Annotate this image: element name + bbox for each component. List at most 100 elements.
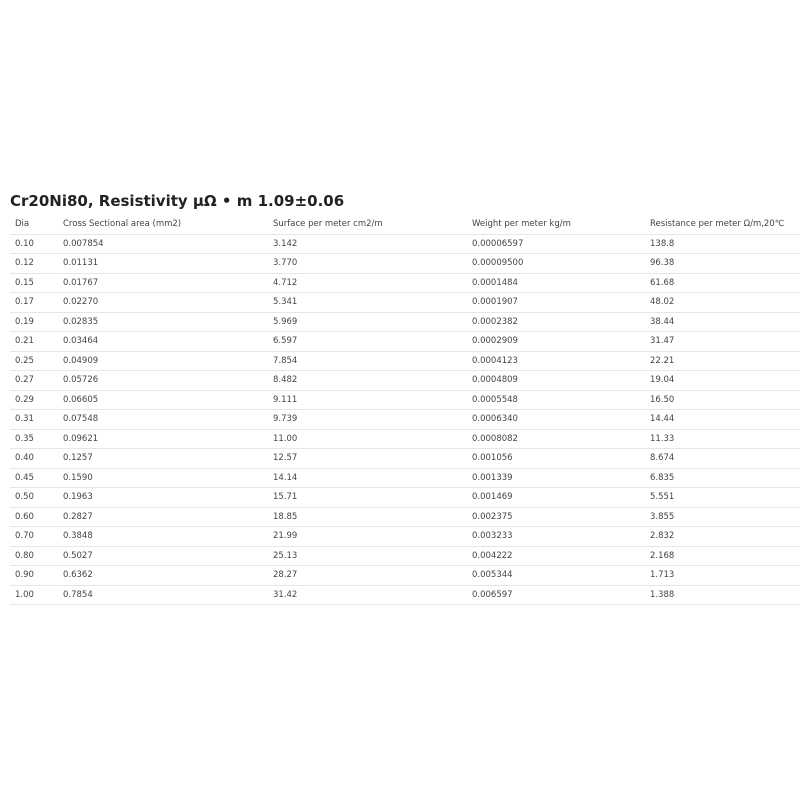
table-row: 0.70 0.3848 21.99 0.003233 2.832 bbox=[10, 527, 800, 547]
table-cell: 9.739 bbox=[273, 414, 298, 424]
header-cell: Cross Sectional area (mm2) bbox=[63, 219, 182, 229]
table-cell: 0.04909 bbox=[63, 355, 99, 366]
table-cell: 15.71 bbox=[273, 492, 298, 502]
table-cell: 0.3848 bbox=[63, 531, 93, 541]
table-cell: 0.01131 bbox=[63, 258, 99, 268]
table-cell: 0.0008082 bbox=[472, 433, 518, 444]
table-cell: 1.00 bbox=[15, 589, 34, 600]
table-cell: 0.21 bbox=[15, 336, 34, 346]
table-cell: 0.1590 bbox=[63, 472, 93, 483]
table-cell: 0.05726 bbox=[63, 375, 99, 385]
table-cell: 1.713 bbox=[650, 570, 675, 580]
table-cell: 25.13 bbox=[273, 550, 298, 561]
data-table: Dia Cross Sectional area (mm2) Surface per… bbox=[10, 215, 800, 605]
table-cell: 22.21 bbox=[650, 355, 675, 366]
header-cell: Surface per meter cm2/m bbox=[273, 219, 383, 229]
table-cell: 61.68 bbox=[650, 277, 675, 288]
table-cell: 6.835 bbox=[650, 472, 675, 483]
table-cell: 0.004222 bbox=[472, 550, 513, 561]
table-cell: 0.01767 bbox=[63, 277, 99, 288]
table-cell: 0.1963 bbox=[63, 492, 93, 502]
table-cell: 31.47 bbox=[650, 336, 675, 346]
table-cell: 3.855 bbox=[650, 511, 675, 522]
table-cell: 0.09621 bbox=[63, 433, 99, 444]
table-row: 0.21 0.03464 6.597 0.0002909 31.47 bbox=[10, 332, 800, 352]
table-cell: 0.10 bbox=[15, 238, 34, 249]
table-cell: 0.002375 bbox=[472, 511, 513, 522]
table-row: 0.10 0.007854 3.142 0.00006597 138.8 bbox=[10, 235, 800, 254]
table-cell: 0.003233 bbox=[472, 531, 513, 541]
table-cell: 0.6362 bbox=[63, 570, 93, 580]
table-row: 0.80 0.5027 25.13 0.004222 2.168 bbox=[10, 547, 800, 566]
table-cell: 48.02 bbox=[650, 297, 675, 307]
table-cell: 38.44 bbox=[650, 316, 675, 327]
table-cell: 3.770 bbox=[273, 258, 298, 268]
table-row: 0.45 0.1590 14.14 0.001339 6.835 bbox=[10, 469, 800, 488]
table-cell: 0.02270 bbox=[63, 297, 99, 307]
table-cell: 7.854 bbox=[273, 355, 298, 366]
table-cell: 0.27 bbox=[15, 375, 34, 385]
table-cell: 0.35 bbox=[15, 433, 34, 444]
table-cell: 0.0005548 bbox=[472, 394, 518, 405]
header-cell: Dia bbox=[15, 219, 30, 229]
table-cell: 0.17 bbox=[15, 297, 34, 307]
table-row: 0.17 0.02270 5.341 0.0001907 48.02 bbox=[10, 293, 800, 313]
table-row: 1.00 0.7854 31.42 0.006597 1.388 bbox=[10, 586, 800, 605]
table-row: 0.90 0.6362 28.27 0.005344 1.713 bbox=[10, 566, 800, 586]
header-cell: Resistance per meter Ω/m,20℃ bbox=[650, 219, 785, 229]
table-cell: 3.142 bbox=[273, 238, 298, 249]
table-cell: 12.57 bbox=[273, 453, 298, 463]
table-cell: 2.832 bbox=[650, 531, 675, 541]
table-cell: 0.90 bbox=[15, 570, 34, 580]
table-cell: 0.00006597 bbox=[472, 238, 524, 249]
table-cell: 14.44 bbox=[650, 414, 675, 424]
table-cell: 0.29 bbox=[15, 394, 34, 405]
table-cell: 0.1257 bbox=[63, 453, 93, 463]
table-cell: 0.40 bbox=[15, 453, 34, 463]
table-cell: 0.19 bbox=[15, 316, 34, 327]
table-cell: 5.341 bbox=[273, 297, 298, 307]
header-row: Dia Cross Sectional area (mm2) Surface per… bbox=[10, 215, 800, 235]
table-cell: 31.42 bbox=[273, 589, 298, 600]
table-cell: 0.0001907 bbox=[472, 297, 518, 307]
table-cell: 8.674 bbox=[650, 453, 675, 463]
table-cell: 18.85 bbox=[273, 511, 298, 522]
table-title: Cr20Ni80, Resistivity μΩ • m 1.09±0.06 bbox=[10, 192, 345, 210]
table-cell: 96.38 bbox=[650, 258, 675, 268]
table-cell: 9.111 bbox=[273, 394, 298, 405]
table-cell: 0.006597 bbox=[472, 589, 513, 600]
header-cell: Weight per meter kg/m bbox=[472, 219, 571, 229]
table-row: 0.60 0.2827 18.85 0.002375 3.855 bbox=[10, 508, 800, 527]
table-cell: 0.0001484 bbox=[472, 277, 518, 288]
table-row: 0.25 0.04909 7.854 0.0004123 22.21 bbox=[10, 352, 800, 371]
table-cell: 0.02835 bbox=[63, 316, 99, 327]
table-cell: 0.5027 bbox=[63, 550, 93, 561]
table-row: 0.12 0.01131 3.770 0.00009500 96.38 bbox=[10, 254, 800, 274]
table-cell: 0.00009500 bbox=[472, 258, 524, 268]
table-cell: 0.005344 bbox=[472, 570, 513, 580]
table-cell: 0.12 bbox=[15, 258, 34, 268]
table-cell: 0.007854 bbox=[63, 238, 104, 249]
table-cell: 1.388 bbox=[650, 589, 675, 600]
table-row: 0.27 0.05726 8.482 0.0004809 19.04 bbox=[10, 371, 800, 391]
table-cell: 0.7854 bbox=[63, 589, 93, 600]
table-cell: 8.482 bbox=[273, 375, 298, 385]
table-cell: 0.0002909 bbox=[472, 336, 518, 346]
table-cell: 0.001339 bbox=[472, 472, 513, 483]
table-cell: 0.31 bbox=[15, 414, 34, 424]
table-cell: 11.33 bbox=[650, 433, 675, 444]
table-row: 0.19 0.02835 5.969 0.0002382 38.44 bbox=[10, 313, 800, 332]
table-cell: 0.80 bbox=[15, 550, 34, 561]
table-cell: 14.14 bbox=[273, 472, 298, 483]
table-cell: 0.06605 bbox=[63, 394, 99, 405]
table-cell: 0.0006340 bbox=[472, 414, 518, 424]
table-cell: 19.04 bbox=[650, 375, 675, 385]
table-cell: 0.07548 bbox=[63, 414, 99, 424]
table-cell: 0.001469 bbox=[472, 492, 513, 502]
table-cell: 4.712 bbox=[273, 277, 298, 288]
table-cell: 0.70 bbox=[15, 531, 34, 541]
table-row: 0.29 0.06605 9.111 0.0005548 16.50 bbox=[10, 391, 800, 410]
table-cell: 0.0004123 bbox=[472, 355, 518, 366]
table-cell: 0.60 bbox=[15, 511, 34, 522]
